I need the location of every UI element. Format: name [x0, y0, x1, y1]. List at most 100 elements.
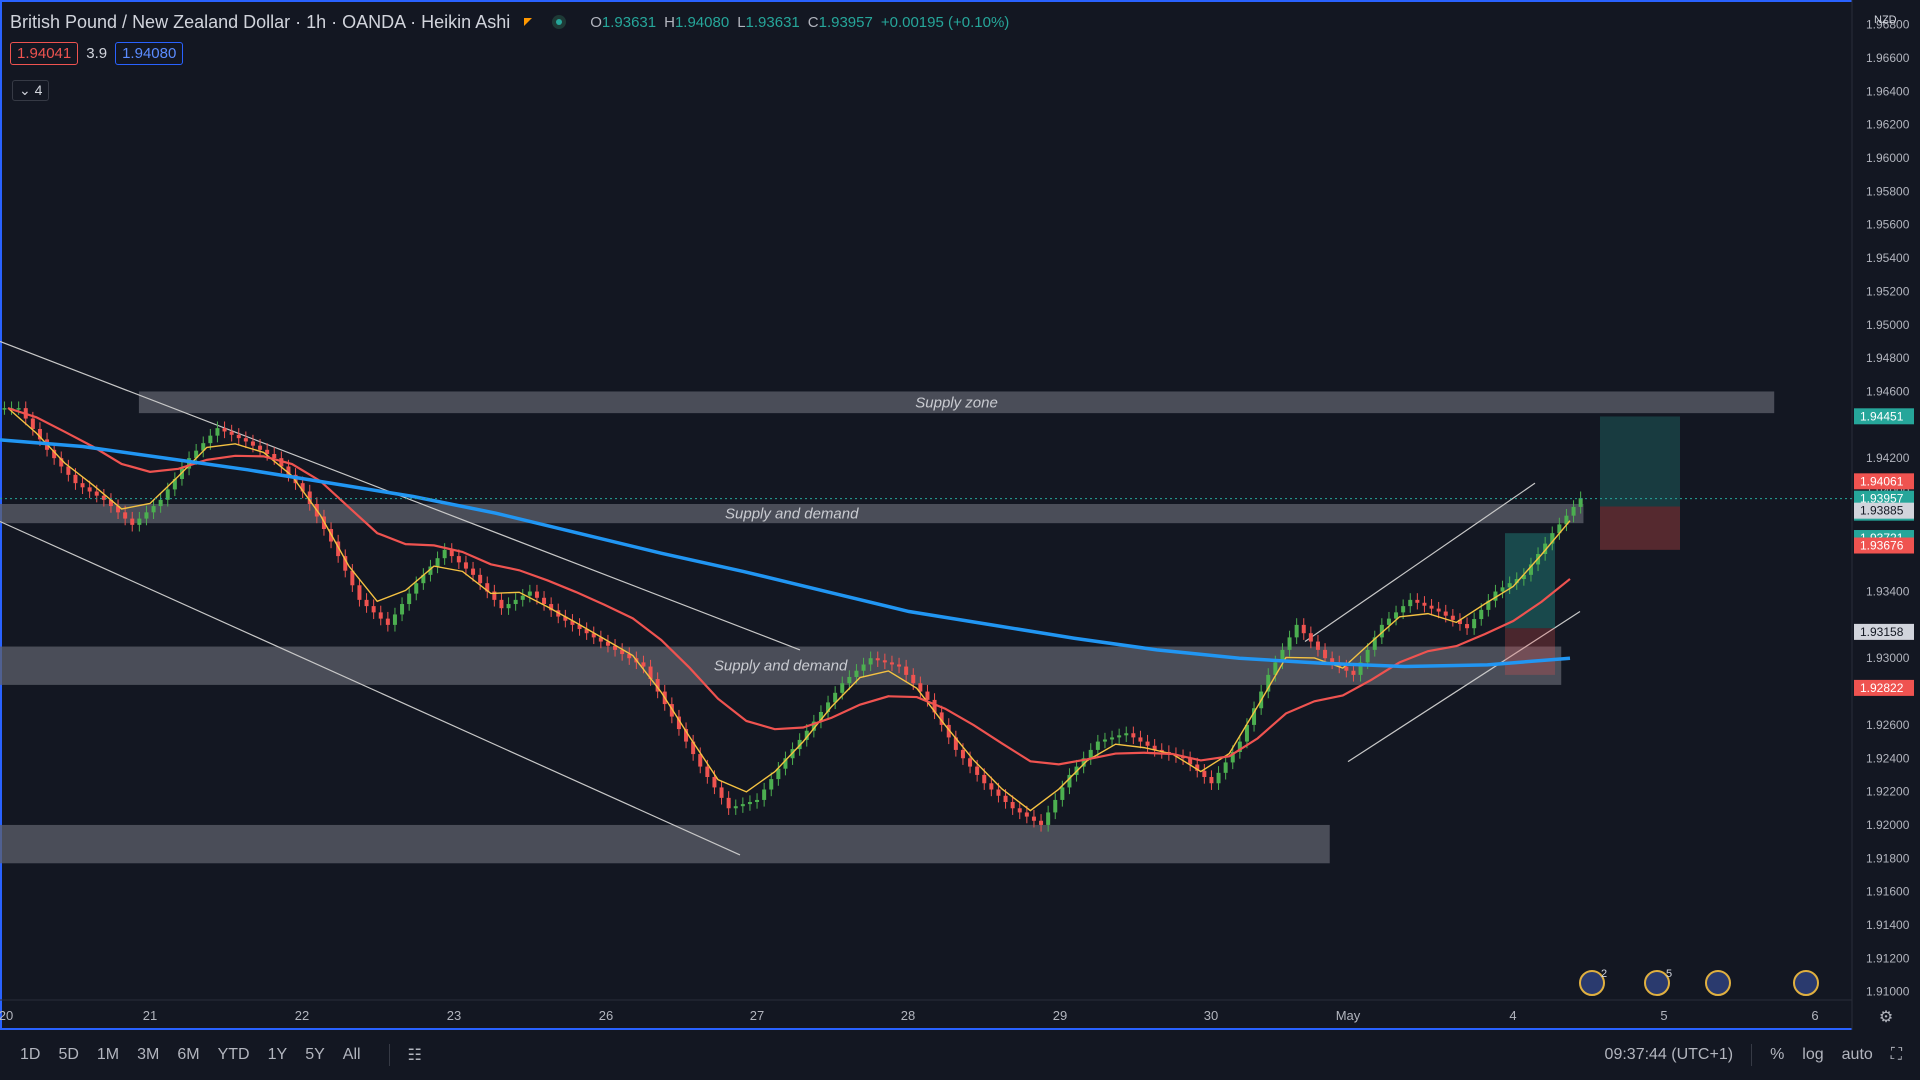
price-tag-bg — [1854, 473, 1914, 490]
candle-body — [1053, 799, 1058, 813]
fullscreen-icon[interactable]: ⛶ — [1890, 1046, 1902, 1063]
candle-body — [620, 649, 625, 655]
candle-body — [783, 758, 788, 769]
candle-body — [1294, 624, 1299, 638]
candle-body — [1514, 579, 1519, 584]
symbol-title[interactable]: British Pound / New Zealand Dollar · 1h … — [10, 11, 511, 32]
tf-button[interactable]: All — [342, 1046, 361, 1063]
candle-body — [1486, 600, 1491, 610]
time-tick: 29 — [1053, 1008, 1067, 1023]
candle-body — [258, 445, 263, 450]
time-tick: May — [1336, 1008, 1361, 1023]
trend-channel-asc-lower — [1347, 611, 1581, 763]
flag-icon[interactable] — [524, 18, 533, 26]
price-tick: 1.96800 — [1866, 18, 1910, 32]
candle-body — [705, 766, 710, 778]
candle-body — [833, 692, 838, 703]
tf-button[interactable]: YTD — [217, 1046, 250, 1063]
candle-body — [87, 487, 92, 492]
candle-body — [30, 418, 35, 429]
tf-button[interactable]: 1Y — [267, 1046, 288, 1063]
candle-body — [1507, 583, 1512, 588]
tf-button[interactable]: 1D — [20, 1046, 41, 1063]
buy-button[interactable]: 1.94080 — [115, 42, 184, 65]
candle-body — [691, 741, 696, 755]
candle-body — [279, 458, 284, 467]
price-tick: 1.95200 — [1866, 284, 1910, 298]
candle-body — [818, 711, 823, 722]
sell-button[interactable]: 1.94041 — [10, 42, 79, 65]
candle-body — [1379, 624, 1384, 638]
zone-label: Supply and demand — [725, 506, 859, 523]
candle-body — [1124, 733, 1129, 736]
candle-body — [655, 679, 660, 692]
candle-body — [1372, 637, 1377, 650]
timeframe-buttons: 1D 5D 1M 3M 6M YTD 1Y 5Y All — [20, 1046, 361, 1064]
candle-body — [187, 458, 192, 469]
candle-body — [286, 466, 291, 475]
indicators-toggle[interactable]: ⌄ 4 — [12, 80, 50, 101]
tf-button[interactable]: 5Y — [305, 1046, 325, 1063]
candle-body — [492, 591, 497, 600]
time-tick: 22 — [295, 1008, 309, 1023]
candle-body — [1138, 737, 1143, 742]
candle-body — [52, 449, 57, 459]
percent-toggle[interactable]: % — [1770, 1046, 1785, 1063]
candle-body — [1088, 749, 1093, 759]
candle-body — [591, 633, 596, 638]
candle-body — [442, 549, 447, 559]
candle-body — [471, 568, 476, 575]
candle-body — [1308, 633, 1313, 642]
price-tag-label: 1.93158 — [1860, 625, 1904, 639]
ema-mid-line — [7, 407, 1571, 766]
candle-body — [975, 766, 980, 775]
clock-readout[interactable]: 09:37:44 (UTC+1) — [1604, 1046, 1734, 1063]
candle-body — [1323, 649, 1328, 659]
auto-toggle[interactable]: auto — [1841, 1046, 1873, 1063]
candle-body — [804, 730, 809, 740]
candle-body — [1188, 758, 1193, 765]
candle-body — [1024, 812, 1029, 817]
time-tick: 28 — [901, 1008, 915, 1023]
candle-body — [1117, 735, 1122, 738]
candle-body — [719, 787, 724, 798]
candle-body — [861, 664, 866, 671]
candle-body — [747, 802, 752, 805]
candle-body — [1401, 606, 1406, 613]
tf-button[interactable]: 3M — [137, 1046, 160, 1063]
candle-body — [1493, 591, 1498, 601]
trend-channel-asc-upper — [1304, 482, 1536, 643]
candle-body — [1479, 609, 1484, 620]
candle-body — [123, 512, 128, 519]
candle-body — [875, 658, 880, 661]
tf-button[interactable]: 1M — [96, 1046, 120, 1063]
candle-body — [506, 604, 511, 609]
candle-body — [1046, 812, 1051, 825]
chart-canvas[interactable]: Supply zone Supply and demand Supply and d… — [0, 0, 1920, 1030]
change-value: +0.00195 (+0.10%) — [880, 13, 1010, 31]
candle-body — [613, 645, 618, 650]
candle-body — [463, 562, 468, 569]
candle-body — [889, 662, 894, 665]
price-tick: 1.96400 — [1866, 84, 1910, 98]
candle-body — [1110, 737, 1115, 740]
candle-body — [343, 556, 348, 571]
candle-body — [733, 806, 738, 809]
price-tick: 1.92000 — [1866, 818, 1910, 832]
log-toggle[interactable]: log — [1802, 1046, 1824, 1063]
calendar-range-icon[interactable]: ☷ — [407, 1047, 422, 1064]
market-status-icon — [552, 15, 567, 29]
candle-body — [66, 466, 71, 475]
candle-body — [1152, 745, 1157, 750]
candle-body — [648, 666, 653, 680]
candle-body — [946, 724, 951, 738]
candle-body — [1081, 758, 1086, 767]
candle-body — [1358, 662, 1363, 675]
tf-button[interactable]: 5D — [58, 1046, 79, 1063]
zone-rect — [0, 504, 1584, 524]
candle-body — [208, 435, 213, 444]
tf-button[interactable]: 6M — [177, 1046, 200, 1063]
candle-body — [265, 449, 270, 454]
candle-body — [1543, 543, 1548, 555]
candle-body — [968, 758, 973, 767]
